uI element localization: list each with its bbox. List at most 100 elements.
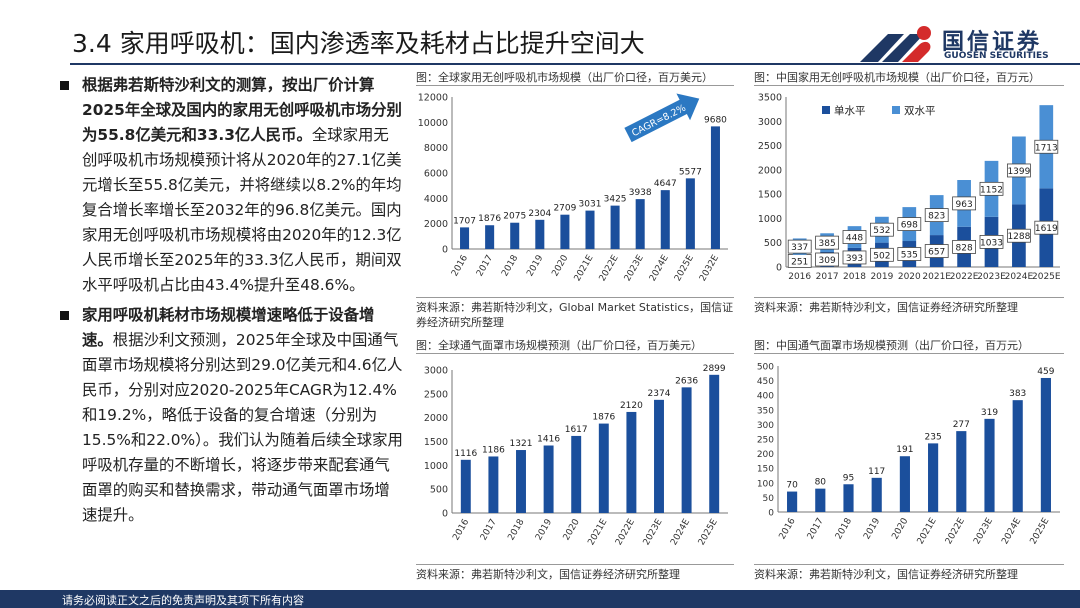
y-tick-label: 2500 — [424, 389, 448, 400]
paragraph-lead: 家用呼吸机耗材市场规模增速略低于设备增速。 — [82, 306, 375, 349]
data-label: 532 — [873, 226, 890, 236]
chart-panel-china-ventilator: 图：中国家用无创呼吸机市场规模（出厂价口径，百万元） 0 500 1000 1500 2… — [754, 69, 1064, 331]
data-label: 459 — [1037, 367, 1054, 377]
x-tick-label: 2020 — [898, 272, 921, 282]
x-tick-label: 2019 — [862, 516, 882, 541]
x-tick-label: 2016 — [451, 517, 471, 542]
paragraph-device-market: 根据弗若斯特沙利文的测算，按出厂价计算2025年全球及国内的家用无创呼吸机市场分… — [58, 73, 403, 298]
y-tick-label: 1000 — [758, 214, 782, 225]
data-label: 535 — [901, 251, 918, 261]
data-label-box — [924, 208, 949, 223]
bar — [560, 214, 570, 249]
chart-source: 资料来源：弗若斯特沙利文，国信证券经济研究所整理 — [754, 301, 1018, 314]
data-label: 117 — [868, 467, 885, 477]
data-label: 2075 — [503, 212, 526, 222]
data-label: 1288 — [1007, 232, 1030, 242]
y-tick-label: 2000 — [758, 165, 782, 176]
data-label: 657 — [928, 248, 945, 258]
x-tick-label: 2016 — [778, 516, 798, 541]
bar — [635, 199, 645, 249]
data-label: 9680 — [704, 115, 727, 125]
y-tick-label: 2500 — [758, 141, 782, 152]
bar — [899, 456, 910, 512]
x-tick-label: 2017 — [475, 254, 495, 279]
paragraph-consumables-market: 家用呼吸机耗材市场规模增速略低于设备增速。根据沙利文预测，2025年全球及中国通… — [58, 303, 403, 528]
data-label: 823 — [928, 212, 945, 222]
x-tick-label: 2018 — [834, 516, 854, 541]
bar — [928, 443, 939, 512]
x-tick-label: 2016 — [788, 272, 811, 282]
x-tick-label: 2022E — [614, 517, 637, 547]
chart-title: 图：全球家用无创呼吸机市场规模（出厂价口径，百万美元） — [416, 71, 713, 84]
data-label: 309 — [819, 256, 836, 266]
y-tick-label: 3000 — [758, 117, 782, 128]
bar — [543, 445, 554, 513]
square-bullet-icon — [60, 81, 69, 90]
x-tick-label: 2018 — [500, 253, 520, 278]
bar — [610, 205, 620, 249]
data-label-box — [815, 235, 839, 250]
bar — [460, 459, 471, 513]
chart-global-ventilator: 0200040006000800010000120001707201618762… — [418, 93, 728, 283]
bar — [485, 225, 495, 249]
legend-swatch — [822, 106, 830, 114]
y-tick-label: 3500 — [758, 93, 782, 104]
bar — [843, 484, 854, 512]
data-label-box — [842, 250, 867, 265]
data-label: 502 — [873, 251, 890, 261]
x-tick-label: 2019 — [870, 272, 893, 282]
y-tick-label: 4000 — [424, 194, 448, 205]
bar — [488, 456, 499, 513]
data-label: 1876 — [592, 413, 615, 423]
guosen-logo-icon — [860, 26, 931, 62]
y-tick-label: 450 — [757, 377, 774, 387]
y-tick-label: 2000 — [424, 413, 448, 424]
bar — [709, 374, 720, 513]
chart-title: 图：中国家用无创呼吸机市场规模（出厂价口径，百万元） — [754, 71, 1040, 84]
chart-source: 资料来源：弗若斯特沙利文，Global Market Statistics，国信… — [416, 301, 734, 329]
x-tick-label: 2016 — [450, 253, 470, 278]
data-label: 2709 — [553, 204, 576, 214]
page-title: 3.4 家用呼吸机：国内渗透率及耗材占比提升空间大 — [72, 29, 645, 58]
panel-divider — [754, 297, 1064, 298]
panel-divider — [416, 85, 734, 86]
data-label-box — [952, 196, 977, 211]
chart-panel-china-mask: 图：中国通气面罩市场规模预测（出厂价口径，百万元） 0 50 100 150 200 25… — [754, 337, 1064, 587]
x-tick-label: 2021E — [586, 517, 609, 547]
data-label: 383 — [1009, 389, 1026, 399]
bar — [585, 210, 595, 249]
panel-divider — [416, 353, 734, 354]
bar — [871, 477, 882, 512]
data-label: 3425 — [604, 195, 627, 205]
y-tick-label: 500 — [764, 238, 782, 249]
data-label: 3031 — [579, 200, 602, 210]
data-label: 448 — [846, 234, 863, 244]
data-label-box — [952, 239, 977, 254]
panel-divider — [416, 564, 734, 565]
chart-title: 图：全球通气面罩市场规模预测（出厂价口径，百万美元） — [416, 339, 702, 352]
y-tick-label: 1500 — [424, 437, 448, 448]
data-label-box — [1034, 139, 1059, 154]
data-label: 191 — [896, 445, 913, 455]
chart-panel-global-ventilator: 图：全球家用无创呼吸机市场规模（出厂价口径，百万美元） 0 2000 4000 600… — [416, 69, 734, 331]
bar — [956, 431, 967, 512]
footer-disclaimer: 请务必阅读正文之后的免责声明及其项下所有内容 — [62, 594, 304, 607]
bar — [710, 126, 720, 249]
bar — [460, 227, 470, 249]
footer-bar: 请务必阅读正文之后的免责声明及其项下所有内容 — [0, 590, 1080, 608]
panel-divider — [754, 353, 1064, 354]
x-tick-label: 2017 — [479, 518, 499, 543]
x-tick-label: 2022E — [944, 516, 967, 546]
y-tick-label: 350 — [757, 406, 774, 416]
data-label: 963 — [956, 200, 973, 210]
x-tick-label: 2019 — [525, 253, 545, 278]
data-label: 1033 — [980, 238, 1003, 248]
y-tick-label: 500 — [430, 485, 448, 496]
y-tick-label: 12000 — [418, 93, 448, 104]
y-tick-label: 0 — [776, 263, 782, 274]
y-tick-label: 1500 — [758, 190, 782, 201]
bar — [626, 411, 637, 513]
data-label-box — [787, 239, 812, 254]
x-tick-label: 2017 — [806, 517, 826, 542]
data-label: 1399 — [1007, 167, 1030, 177]
